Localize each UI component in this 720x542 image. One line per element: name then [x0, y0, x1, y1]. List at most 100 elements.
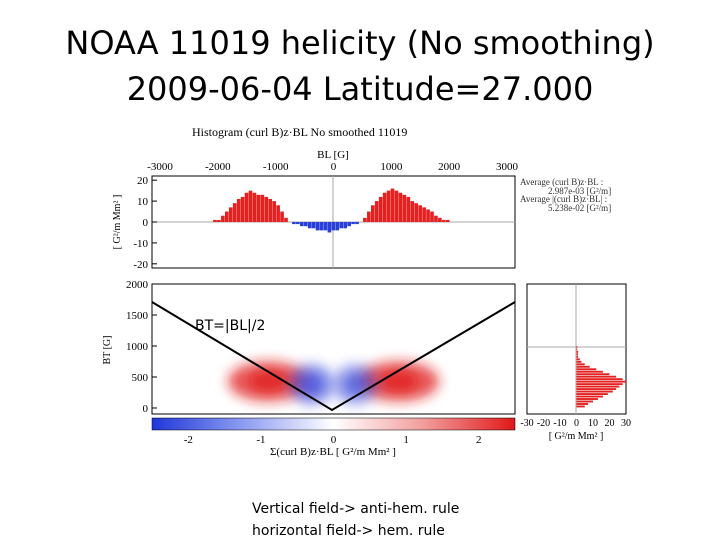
hist-bar: [268, 199, 273, 222]
hist-bar: [331, 222, 336, 231]
side-hist-bar: [576, 405, 585, 408]
heatmap-y-tick-label: 2000: [126, 279, 149, 291]
hist-bar: [260, 194, 265, 222]
heatmap-y-tick-label: 0: [143, 403, 149, 415]
hist-y-tick-label: -10: [133, 238, 148, 250]
hist-top-tick-label: 2000: [438, 161, 461, 173]
hist-bar: [240, 196, 245, 222]
heatmap-blobs: [228, 361, 439, 405]
hist-bar: [445, 219, 450, 222]
side-hist-bar: [576, 385, 620, 388]
hist-bar: [347, 222, 351, 227]
hist-bar: [351, 222, 355, 225]
bottom-note: Vertical field-> anti-hem. rule horizont…: [252, 498, 459, 542]
hist-bar: [414, 203, 419, 222]
hist-y-tick-label: 0: [143, 217, 149, 229]
heatmap-frame: [151, 283, 516, 415]
hist-bar: [386, 190, 391, 222]
hist-annotations: Average (curl B)z·BL : 2.987e-03 [G²/m] …: [520, 177, 611, 213]
hist-y-tick-label: -20: [133, 259, 148, 271]
side-hist-bar: [576, 368, 597, 371]
hist-bar: [311, 222, 316, 229]
hist-bar: [228, 207, 233, 222]
side-hist-bar: [576, 360, 582, 363]
hist-bar: [224, 211, 229, 222]
hist-bar: [378, 196, 383, 222]
hist-y-ticks: 20 10 0 -10 -20: [133, 175, 157, 271]
side-hist-bars: [576, 346, 626, 408]
heatmap-blob-core: [250, 371, 287, 392]
hist-bars: [213, 188, 450, 233]
hist-bar: [426, 209, 430, 222]
side-hist-x-tick-label: -10: [553, 418, 566, 429]
side-hist-bar: [576, 403, 589, 405]
side-hist-bar: [576, 378, 623, 381]
hist-bar: [374, 201, 379, 222]
heatmap-x-label: Σ(curl B)z·BL [ G²/m Mm² ]: [270, 446, 396, 458]
hist-bar: [303, 222, 308, 227]
colorbar-ticks: -2 -1 0 1 2: [184, 434, 482, 446]
colorbar-tick-label: -1: [256, 434, 265, 446]
hist-y-label: [ G²/m Mm² ]: [112, 195, 123, 250]
hist-top-tick-label: 0: [331, 161, 337, 173]
hist-bar: [335, 222, 340, 231]
hist-bar: [343, 222, 348, 229]
hist-top-tick-label: 3000: [496, 161, 519, 173]
side-hist-bar: [576, 373, 610, 376]
hist-bar: [232, 203, 237, 222]
note-line2: horizontal field-> hem. rule: [252, 523, 445, 539]
annotation-abs-label: Average |(curl B)z·BL| :: [520, 194, 607, 204]
note-line1: Vertical field-> anti-hem. rule: [252, 501, 460, 517]
hist-bar: [442, 219, 446, 222]
side-hist-bar: [576, 363, 585, 366]
hist-bar: [244, 192, 249, 222]
colorbar-tick-label: 1: [403, 434, 409, 446]
hist-bar: [276, 205, 280, 222]
side-hist-bar: [576, 388, 617, 391]
hist-top-tick-label: -2000: [205, 161, 231, 173]
hist-bar: [382, 192, 387, 222]
annotation-avg-label: Average (curl B)z·BL :: [520, 177, 603, 187]
hist-y-tick-label: 10: [137, 196, 149, 208]
hist-bar: [363, 217, 367, 222]
colorbar-tick-label: -2: [184, 434, 193, 446]
hist-bar: [418, 205, 422, 222]
side-hist-x-tick-label: -30: [520, 418, 533, 429]
hist-y-tick-label: 20: [137, 175, 149, 187]
colorbar: [151, 417, 516, 431]
side-hist-bar: [576, 383, 623, 386]
hist-bar: [280, 211, 284, 222]
hist-bar: [367, 211, 371, 222]
side-hist-bar: [576, 353, 579, 356]
colorbar-tick-label: 0: [331, 434, 337, 446]
hist-bar: [264, 196, 269, 222]
hist-bar: [327, 222, 332, 233]
hist-bar: [438, 217, 442, 222]
hist-bar: [339, 222, 344, 229]
hist-bar: [217, 219, 221, 222]
heatmap-y-tick-label: 1500: [126, 310, 149, 322]
hist-top-tick-label: 1000: [380, 161, 403, 173]
side-hist-bar: [576, 395, 603, 398]
annotation-abs-value: 5.238e-02 [G²/m]: [548, 203, 611, 213]
side-hist-bar: [576, 393, 608, 395]
hist-bar: [323, 222, 328, 231]
hist-bar: [296, 222, 300, 225]
hist-bar: [390, 188, 395, 222]
hist-top-tick-label: -1000: [263, 161, 289, 173]
heatmap-y-tick-label: 1000: [126, 341, 149, 353]
side-hist-x-label: [ G²/m Mm² ]: [549, 431, 604, 442]
hist-bar: [319, 222, 324, 231]
heatmap-y-ticks: 2000 1500 1000 500 0: [126, 279, 157, 415]
hist-bar: [430, 211, 434, 222]
slide-title-line2: 2009-06-04 Latitude=27.000: [126, 70, 594, 108]
annotation-avg-value: 2.987e-03 [G²/m]: [548, 186, 611, 196]
hist-bar: [248, 190, 253, 222]
heatmap-y-label: BT [G]: [102, 336, 113, 365]
hist-bar: [272, 201, 276, 222]
side-hist-x-tick-label: 10: [588, 418, 598, 429]
hist-bar: [213, 219, 217, 222]
heatmap-blob-core: [301, 374, 322, 395]
hist-bar: [394, 190, 399, 222]
